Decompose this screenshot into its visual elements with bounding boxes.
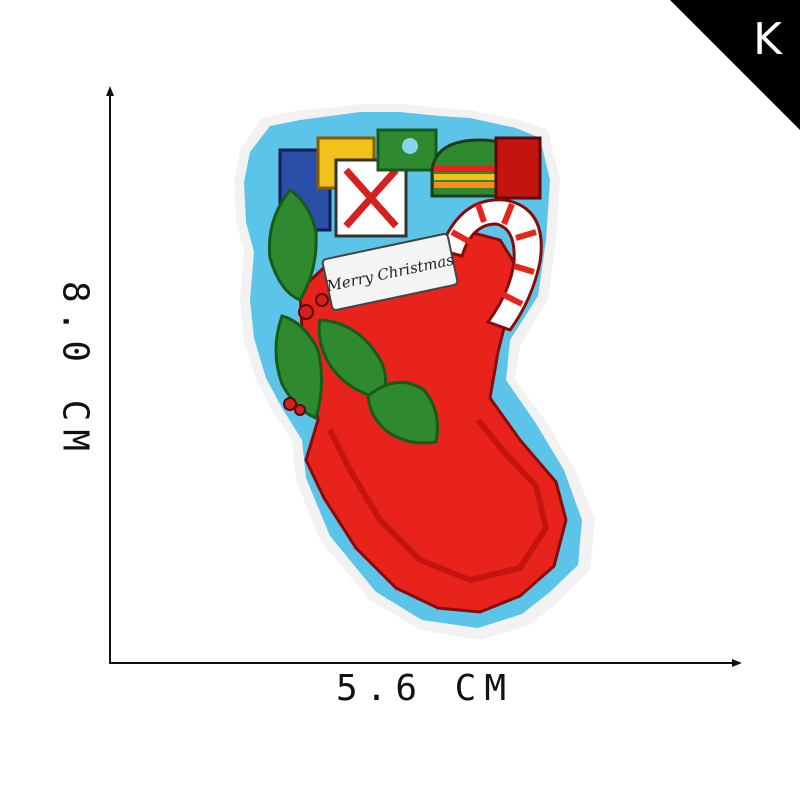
horizontal-axis-arrowhead (732, 659, 742, 667)
holly-berry (283, 397, 297, 411)
gift-red (494, 136, 542, 200)
holly-leaf-top (267, 187, 318, 302)
candy-cane (438, 198, 543, 332)
corner-badge (670, 0, 800, 130)
holly-berry (294, 404, 306, 416)
gift-dot (402, 138, 418, 154)
holly-leaves (267, 187, 439, 445)
name-tag: Merry Christmas (321, 233, 459, 311)
stocking-inner-outline (327, 418, 550, 584)
holly-berry (298, 304, 314, 320)
width-dimension-label: 5.6 CM (335, 668, 515, 709)
holly-berry (315, 293, 329, 307)
corner-badge-letter: K (753, 14, 782, 65)
holly-leaf-middle (274, 314, 324, 421)
holly-leaf-bottom (366, 380, 439, 445)
gifts-group (278, 128, 542, 238)
vertical-axis-arrowhead (106, 86, 114, 96)
